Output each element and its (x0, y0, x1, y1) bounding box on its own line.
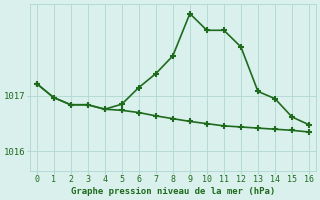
X-axis label: Graphe pression niveau de la mer (hPa): Graphe pression niveau de la mer (hPa) (71, 187, 275, 196)
